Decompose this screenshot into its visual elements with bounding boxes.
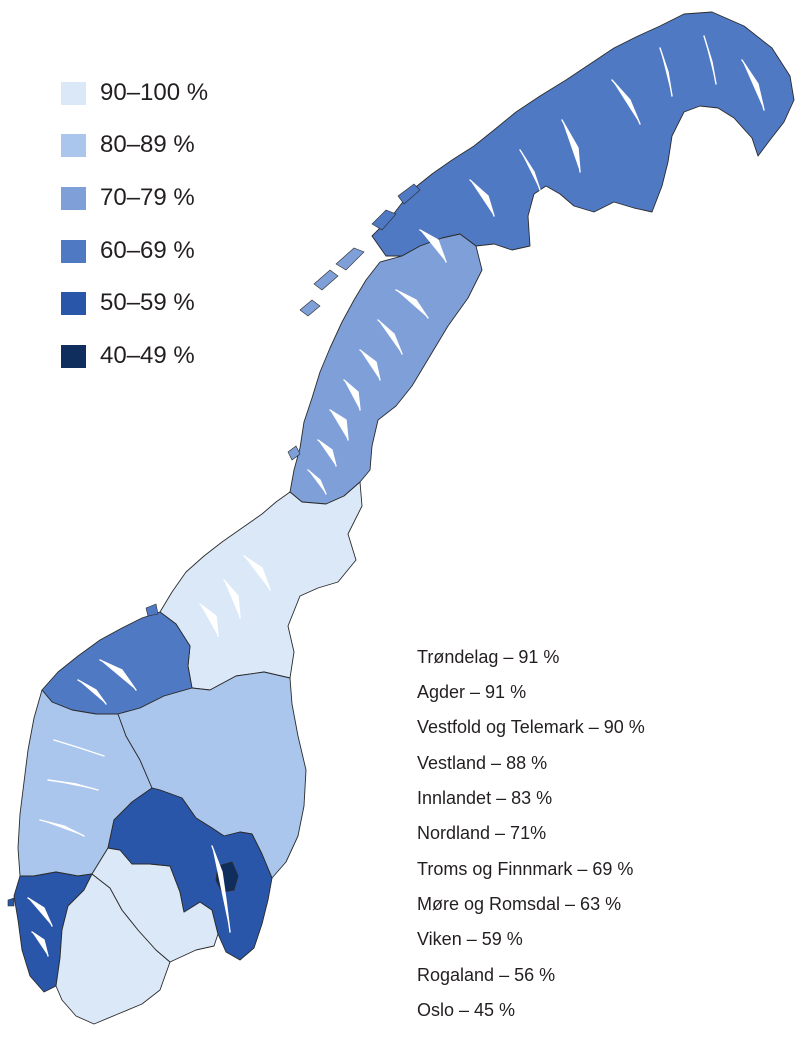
fjords xyxy=(27,35,765,957)
region-trondelag[interactable] xyxy=(159,481,363,691)
region-entry-nordland: Nordland – 71% xyxy=(417,823,547,843)
region-troms-og-finnmark[interactable] xyxy=(371,11,795,257)
legend-label: 60–69 % xyxy=(100,237,195,264)
legend-item: 40–49 % xyxy=(61,342,321,371)
legend-item: 70–79 % xyxy=(61,184,321,213)
legend-swatch xyxy=(61,292,86,315)
region-entry-vestland: Vestland – 88 % xyxy=(417,753,548,773)
legend-label: 50–59 % xyxy=(100,289,195,316)
region-entry-oslo: Oslo – 45 % xyxy=(417,1000,516,1020)
legend-swatch xyxy=(61,345,86,368)
region-entry-vestfold-og-telemark: Vestfold og Telemark – 90 % xyxy=(417,717,645,737)
legend-swatch xyxy=(61,240,86,263)
region-viken[interactable] xyxy=(107,787,273,961)
legend-swatch xyxy=(61,187,86,210)
coastal-islands xyxy=(7,183,421,907)
legend-item: 80–89 % xyxy=(61,131,321,160)
legend-item: 90–100 % xyxy=(61,79,321,108)
region-entry-viken: Viken – 59 % xyxy=(417,929,523,949)
legend-label: 90–100 % xyxy=(100,79,209,106)
legend-label: 70–79 % xyxy=(100,184,195,211)
legend-item: 60–69 % xyxy=(61,237,321,266)
region-entry-agder: Agder – 91 % xyxy=(417,682,527,702)
region-entry-more-og-romsdal: Møre og Romsdal – 63 % xyxy=(417,894,622,914)
legend-swatch xyxy=(61,82,86,105)
legend-item: 50–59 % xyxy=(61,289,321,318)
region-entry-trondelag: Trøndelag – 91 % xyxy=(417,647,560,667)
legend-label: 80–89 % xyxy=(100,131,195,158)
legend-label: 40–49 % xyxy=(100,342,195,369)
region-entry-troms-og-finnmark: Troms og Finnmark – 69 % xyxy=(417,859,634,879)
region-entry-innlandet: Innlandet – 83 % xyxy=(417,788,553,808)
region-entry-rogaland: Rogaland – 56 % xyxy=(417,965,556,985)
legend-swatch xyxy=(61,134,86,157)
